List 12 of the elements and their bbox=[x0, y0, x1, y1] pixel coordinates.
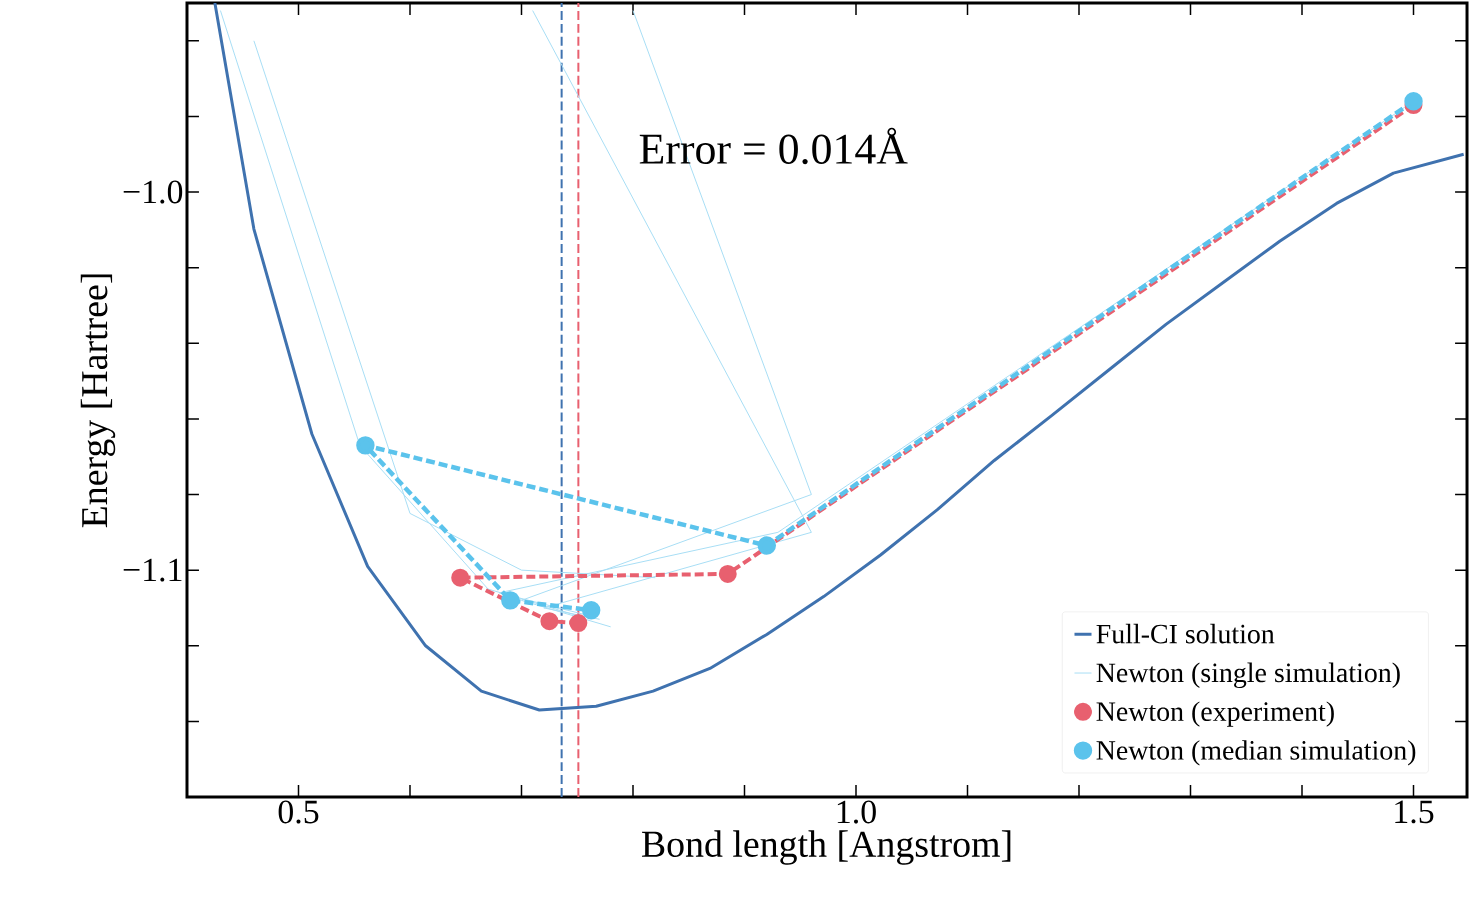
x-tick-label: 1.5 bbox=[1395, 800, 1434, 824]
y-tick-label: −1.0 bbox=[123, 180, 183, 204]
annotation: Error = 0.014Å bbox=[639, 127, 908, 165]
legend-label: Newton (single simulation) bbox=[1096, 662, 1400, 688]
legend-label: Newton (experiment) bbox=[1096, 701, 1334, 727]
x-tick-label: 1.0 bbox=[837, 800, 876, 824]
legend-label: Full-CI solution bbox=[1096, 623, 1275, 644]
y-tick-label: −1.1 bbox=[123, 558, 182, 582]
x-tick-label: 0.5 bbox=[278, 800, 319, 824]
x-axis-title: Bond length [Angstrom] bbox=[641, 830, 1011, 865]
y-axis-title: Energy [Hartree] bbox=[80, 274, 116, 528]
legend-label: Newton (median simulation) bbox=[1096, 740, 1416, 766]
